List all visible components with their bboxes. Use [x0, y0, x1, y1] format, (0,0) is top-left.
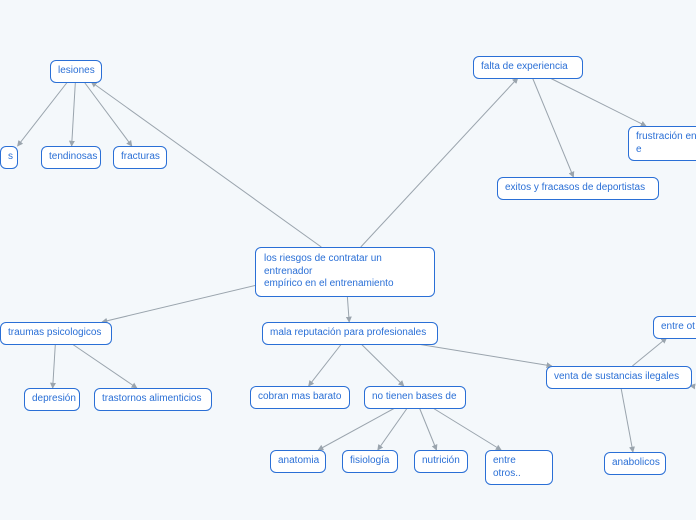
- edge-notienen-nutricion: [419, 408, 436, 450]
- edge-notienen-fisiologia: [378, 408, 408, 450]
- edge-traumas-trastornos: [72, 344, 137, 388]
- node-falta: falta de experiencia: [473, 56, 583, 79]
- edge-mala-notienen: [361, 344, 404, 386]
- edge-lesiones-fracturas: [84, 82, 132, 146]
- node-frustracion: frustración en e: [628, 126, 696, 161]
- edge-central-falta: [361, 78, 518, 247]
- node-anabolicos: anabolicos: [604, 452, 666, 475]
- edge-notienen-entreotros1: [433, 408, 501, 450]
- edge-falta-exitos: [533, 78, 574, 177]
- node-notienen: no tienen bases de: [364, 386, 466, 409]
- node-mala: mala reputación para profesionales: [262, 322, 438, 345]
- edge-falta-frustracion: [550, 78, 646, 126]
- node-traumas: traumas psicologicos: [0, 322, 112, 345]
- edge-central-traumas: [102, 281, 274, 322]
- node-trastornos: trastornos alimenticios: [94, 388, 212, 411]
- node-entreotros1: entre otros..: [485, 450, 553, 485]
- edge-venta-anabolicos: [621, 388, 633, 452]
- edge-mala-cobran: [309, 344, 342, 386]
- edge-notienen-anatomia: [318, 408, 395, 450]
- edge-mala-venta: [417, 344, 552, 366]
- node-cobran: cobran mas barato: [250, 386, 350, 409]
- node-lesiones: lesiones: [50, 60, 102, 83]
- edge-traumas-depresion: [53, 344, 56, 388]
- node-tendinosas: tendinosas: [41, 146, 101, 169]
- node-exitos: exitos y fracasos de deportistas: [497, 177, 659, 200]
- node-venta: venta de sustancias ilegales: [546, 366, 692, 389]
- node-nutricion: nutrición: [414, 450, 468, 473]
- node-entreot: entre ot: [653, 316, 696, 339]
- node-anatomia: anatomia: [270, 450, 326, 473]
- node-fracturas: fracturas: [113, 146, 167, 169]
- node-depresion: depresión: [24, 388, 80, 411]
- node-edge_s: s: [0, 146, 18, 169]
- node-fisiologia: fisiología: [342, 450, 398, 473]
- edge-lesiones-tendinosas: [72, 82, 76, 146]
- node-central: los riesgos de contratar un entrenador e…: [255, 247, 435, 297]
- edge-venta-entreot: [632, 338, 666, 366]
- edge-lesiones-edge_s: [18, 82, 68, 146]
